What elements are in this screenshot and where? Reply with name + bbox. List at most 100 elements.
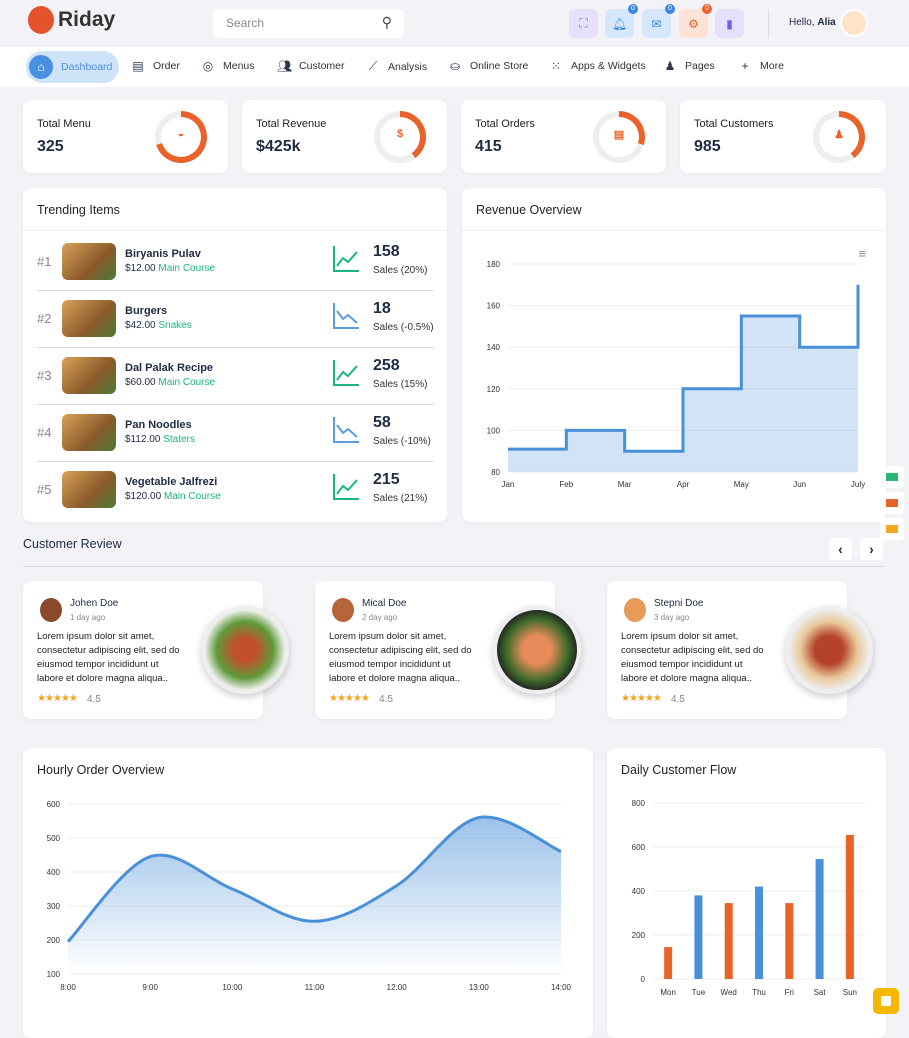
dish-icon: ◎ [201,59,215,73]
food-image [62,414,116,451]
y-tick-label: 200 [632,931,646,940]
y-tick-label: 500 [47,834,61,843]
item-price-line: $12.00 Main Course [125,263,215,274]
fullscreen-button[interactable]: ⛶ [569,9,598,38]
nav-label: Analysis [388,61,427,73]
notifications-button[interactable]: 🔔︎0 [605,9,634,38]
food-image [62,243,116,280]
x-tick-label: 9:00 [142,983,158,992]
side-widget-card[interactable] [880,518,904,540]
x-tick-label: 11:00 [305,983,325,992]
sales-change: Sales (-0.5%) [373,322,434,333]
y-tick-label: 80 [491,468,500,477]
next-button[interactable]: › [860,538,883,560]
bar [725,903,733,979]
x-tick-label: Mon [660,988,676,997]
mail-icon: ✉ [651,17,661,31]
message-badge: 0 [665,4,675,14]
sales-count: 18 [373,300,391,318]
fullscreen-icon: ⛶ [579,16,587,31]
item-name: Dal Palak Recipe [125,362,213,374]
rank: #1 [37,254,51,269]
y-tick-label: 800 [632,799,646,808]
avatar[interactable] [840,9,868,37]
nav-online-store[interactable]: ⛀ Online Store [448,59,528,73]
nav-order[interactable]: ▤Order [131,59,180,73]
settings-float-button[interactable] [873,988,899,1014]
settings-button[interactable]: ⚙0 [679,9,708,38]
item-category: Main Course [158,377,215,388]
nav-label: Customer [299,60,345,72]
nav-menus[interactable]: ◎Menus [201,59,255,73]
nav-label: Order [153,60,180,72]
bell-icon: 🔔︎ [612,17,627,31]
y-tick-label: 160 [487,302,501,311]
nav-label: Online Store [470,60,528,72]
y-tick-label: 140 [487,343,501,352]
avatar [624,598,646,622]
sales-count: 58 [373,414,391,432]
sales-change: Sales (15%) [373,379,427,390]
item-name: Biryanis Pulav [125,248,201,260]
item-name: Vegetable Jalfrezi [125,476,217,488]
reviewer-name: Stepni Doe [654,598,703,609]
stat-label: Total Menu [37,118,91,130]
users-icon: 👥︎ [277,59,291,73]
area-fill [68,817,561,974]
messages-button[interactable]: ✉0 [642,9,671,38]
list-item[interactable]: #3 Dal Palak Recipe $60.00 Main Course 2… [37,348,434,405]
side-widget-image[interactable] [880,492,904,514]
review-time: 3 day ago [654,613,689,622]
search-icon[interactable]: ⚲ [382,14,392,31]
rank: #2 [37,311,51,326]
item-name: Burgers [125,305,167,317]
food-image [62,300,116,337]
side-widget-money[interactable] [880,466,904,488]
item-price-line: $60.00 Main Course [125,377,215,388]
review-card: Stepni Doe 3 day ago Lorem ipsum dolor s… [607,581,847,719]
search-input[interactable]: Search⚲ [213,9,404,38]
y-tick-label: 0 [641,975,646,984]
prev-button[interactable]: ‹ [829,538,852,560]
x-tick-label: Feb [559,480,573,489]
nav-analysis[interactable]: ⟋Analysis [366,59,427,74]
item-price-line: $42.00 Snakes [125,320,192,331]
y-tick-label: 400 [47,868,61,877]
nav-more[interactable]: +More [738,59,784,73]
y-tick-label: 200 [47,936,61,945]
y-tick-label: 100 [47,970,61,979]
main-nav: ⌂Dashboard ▤Order ◎Menus 👥︎ Customer ⟋Ana… [0,47,909,87]
bar [816,859,824,979]
nav-dashboard[interactable]: ⌂Dashboard [26,51,119,83]
basket-icon: ⛀ [448,59,462,73]
item-price: $60.00 [125,377,156,388]
logo[interactable]: Riday [28,6,115,34]
item-category: Staters [163,434,195,445]
panel-button[interactable]: ▮ [715,9,744,38]
list-item[interactable]: #4 Pan Noodles $112.00 Staters 58 Sales … [37,405,434,462]
rating-value: 4.5 [379,694,393,705]
nav-pages[interactable]: ♟Pages [663,59,715,73]
stat-label: Total Customers [694,118,773,130]
list-item[interactable]: #5 Vegetable Jalfrezi $120.00 Main Cours… [37,462,434,519]
x-tick-label: Wed [721,988,737,997]
item-price-line: $112.00 Staters [125,434,195,445]
stat-label: Total Orders [475,118,535,130]
notification-badge: 0 [628,4,638,14]
food-plate-image [201,606,289,694]
y-tick-label: 400 [632,887,646,896]
list-item[interactable]: #2 Burgers $42.00 Snakes 18 Sales (-0.5%… [37,291,434,348]
x-tick-label: Thu [752,988,766,997]
list-item[interactable]: #1 Biryanis Pulav $12.00 Main Course 158… [37,234,434,291]
nav-customer[interactable]: 👥︎ Customer [277,59,345,73]
bar [755,887,763,979]
reviewer-name: Johen Doe [70,598,118,609]
trend-down-icon [333,417,359,443]
x-tick-label: Jun [793,480,806,489]
item-category: Snakes [158,320,191,331]
nav-apps-widgets[interactable]: ⁙Apps & Widgets [549,59,646,73]
sales-count: 258 [373,357,400,375]
